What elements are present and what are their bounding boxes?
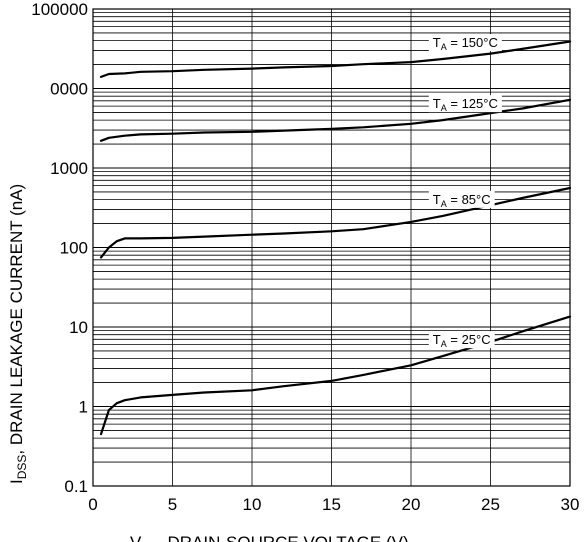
- curve-label-1: TA = 150°C: [433, 35, 498, 52]
- y-axis-label-main: I: [7, 479, 26, 484]
- y-tick-label: 1: [79, 398, 88, 417]
- plot-frame: [92, 8, 571, 487]
- x-tick-labels: 0 5 10 15 20 25 30: [88, 495, 579, 514]
- curve-label-bg: [428, 190, 495, 208]
- x-tick-label: 15: [322, 495, 341, 514]
- x-tick-label: 5: [168, 495, 177, 514]
- curve-label-bg: [428, 331, 495, 349]
- x-tick-label: 30: [561, 495, 580, 514]
- y-axis-label-rest: , DRAIN LEAKAGE CURRENT (nA): [7, 184, 26, 455]
- curve-label-3: TA = 85°C: [433, 192, 491, 209]
- y-axis-label-sub: DSS: [15, 455, 29, 480]
- series-line-1: [99, 40, 572, 79]
- series-line-3: [99, 186, 572, 259]
- y-axis-label: IDSS, DRAIN LEAKAGE CURRENT (nA): [7, 184, 29, 484]
- series-group: [99, 40, 572, 436]
- curve-label-2: TA = 125°C: [433, 96, 498, 113]
- y-tick-label: 0000: [50, 80, 88, 99]
- curve-label-bg: [428, 34, 502, 52]
- curve-label-group: TA = 150°C TA = 125°C TA = 85°C TA = 25°C: [428, 34, 502, 349]
- curve-label-4: TA = 25°C: [433, 332, 491, 349]
- x-axis-label: VDS, DRAIN-SOURCE VOLTAGE (V): [130, 533, 409, 542]
- x-axis-label-rest: , DRAIN-SOURCE VOLTAGE (V): [158, 533, 409, 542]
- curve-label-bg: [428, 95, 502, 113]
- y-tick-label: 0.1: [64, 477, 88, 496]
- y-tick-label: 1000: [50, 159, 88, 178]
- y-tick-label: 10: [69, 318, 88, 337]
- x-tick-label: 25: [481, 495, 500, 514]
- series-line-4: [99, 315, 572, 436]
- y-tick-label: 100000: [31, 0, 88, 19]
- y-tick-labels: 0.1 1 10 100 1000 0000 100000: [31, 0, 88, 496]
- x-axis-label-main: V: [130, 533, 142, 542]
- x-tick-label: 20: [402, 495, 421, 514]
- x-tick-label: 0: [88, 495, 97, 514]
- y-tick-label: 100: [60, 239, 88, 258]
- x-grid: [172, 9, 491, 486]
- series-line-2: [99, 98, 572, 142]
- x-tick-label: 10: [243, 495, 262, 514]
